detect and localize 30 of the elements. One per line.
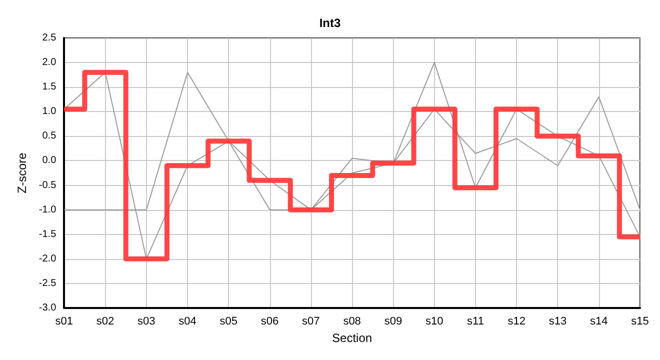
x-tick-label: s02 xyxy=(96,316,114,328)
y-tick-label: -0.5 xyxy=(38,180,57,191)
y-tick-label: -2.0 xyxy=(38,253,57,264)
x-tick-label: s08 xyxy=(343,316,361,328)
x-tick-label: s01 xyxy=(55,316,74,328)
y-tick-label: 2.5 xyxy=(42,32,57,44)
y-tick-label: -1.0 xyxy=(38,204,57,216)
y-tick-label: 2.0 xyxy=(42,57,57,68)
x-tick-label: s15 xyxy=(631,316,649,328)
x-tick-label: s06 xyxy=(260,316,279,328)
x-tick-label: s12 xyxy=(508,316,526,328)
x-tick-label: s04 xyxy=(178,316,196,328)
y-tick-label: 0.5 xyxy=(42,130,57,142)
y-tick-label: 1.5 xyxy=(42,82,57,93)
x-tick-label: s10 xyxy=(425,316,444,328)
x-tick-label: s05 xyxy=(220,316,238,328)
x-tick-label: s07 xyxy=(302,316,320,328)
x-tick-label: s11 xyxy=(467,316,484,328)
x-axis-title: Section xyxy=(332,330,372,345)
y-tick-label: -2.5 xyxy=(38,278,57,289)
chart-title: Int3 xyxy=(319,16,341,30)
y-axis-title: Z-score xyxy=(15,152,29,194)
x-tick-label: s14 xyxy=(590,316,608,328)
y-tick-label: 1.0 xyxy=(42,106,57,118)
y-tick-label: -3.0 xyxy=(38,302,57,314)
x-tick-label: s03 xyxy=(138,316,156,328)
x-tick-label: s09 xyxy=(384,316,402,328)
y-tick-label: 0.0 xyxy=(42,155,57,166)
y-tick-label: -1.5 xyxy=(38,228,57,240)
x-tick-label: s13 xyxy=(548,316,567,328)
